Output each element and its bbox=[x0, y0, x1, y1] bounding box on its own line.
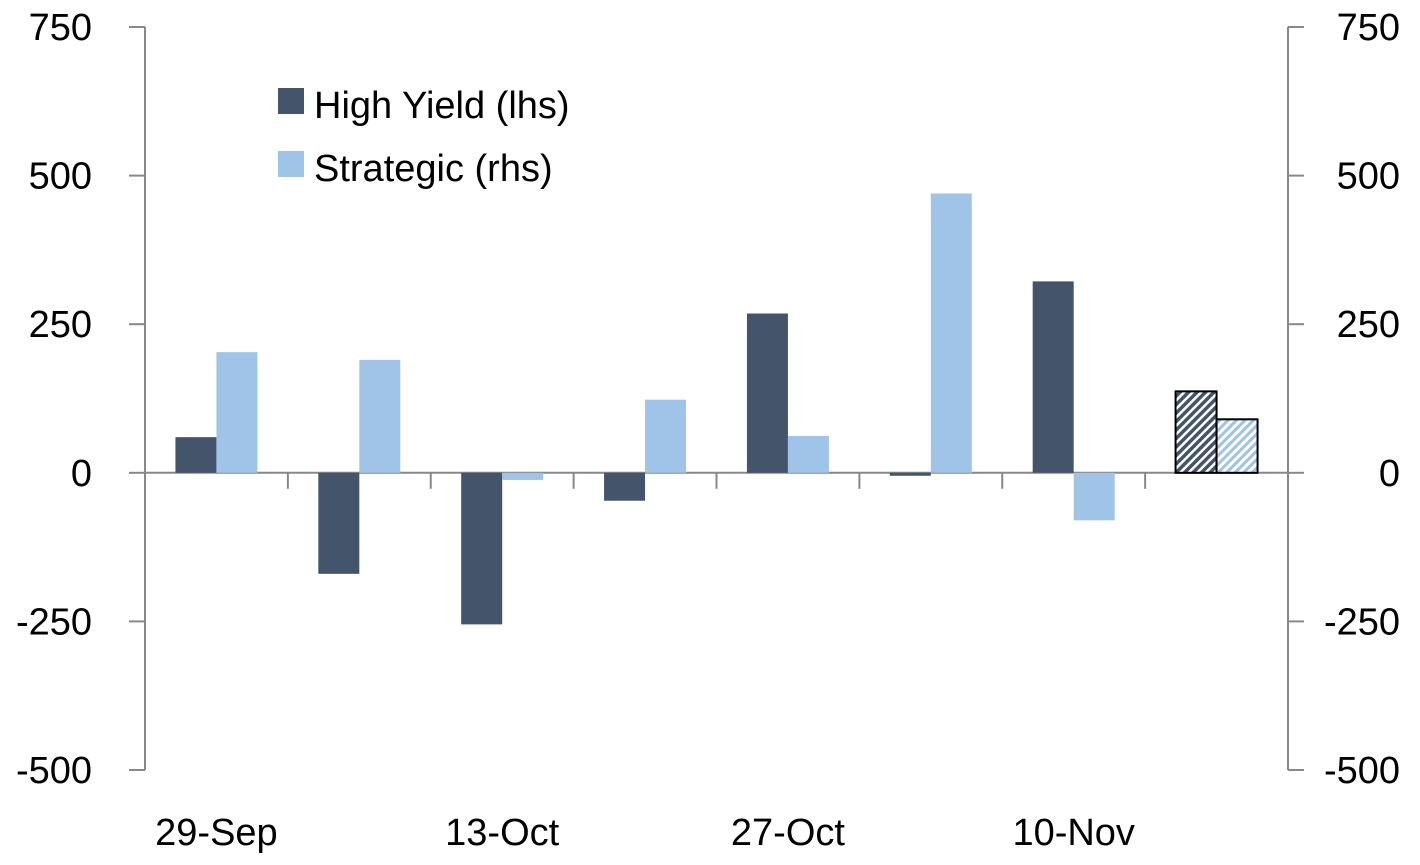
right-y-tick-label: 500 bbox=[1337, 156, 1400, 198]
axes bbox=[129, 26, 1304, 771]
bar-high-yield bbox=[746, 313, 788, 473]
x-tick-label: 27-Oct bbox=[731, 812, 845, 854]
bar-strategic bbox=[502, 472, 544, 480]
legend: High Yield (lhs) Strategic (rhs) bbox=[278, 85, 570, 190]
x-tick-label: 13-Oct bbox=[445, 812, 559, 854]
right-y-tick-label: 750 bbox=[1337, 7, 1400, 49]
bar-strategic bbox=[645, 399, 687, 473]
left-y-tick-label: -500 bbox=[16, 750, 92, 792]
left-y-tick-label: 0 bbox=[71, 453, 92, 495]
right-y-tick-label: 250 bbox=[1337, 304, 1400, 346]
legend-swatch-high-yield bbox=[278, 88, 304, 114]
bar-strategic bbox=[359, 359, 401, 473]
bar-strategic-estimate bbox=[1215, 418, 1259, 474]
right-y-tick-label: -250 bbox=[1324, 601, 1400, 643]
right-y-tick-label: 0 bbox=[1379, 453, 1400, 495]
bar-high-yield-estimate bbox=[1174, 390, 1218, 474]
x-tick-label: 29-Sep bbox=[155, 812, 278, 854]
bar-high-yield bbox=[1032, 281, 1074, 473]
left-y-tick-label: 250 bbox=[29, 304, 92, 346]
legend-label-strategic: Strategic (rhs) bbox=[314, 148, 553, 190]
legend-swatch-strategic bbox=[278, 151, 304, 177]
bars bbox=[175, 193, 1259, 625]
bar-high-yield bbox=[318, 472, 360, 574]
left-y-tick-label: 750 bbox=[29, 7, 92, 49]
tick-labels: -500 -250 0 250 500 750 -500 -250 0 250 500 750 29-S… bbox=[16, 7, 1400, 854]
bar-strategic bbox=[1073, 472, 1115, 521]
left-y-tick-label: -250 bbox=[16, 601, 92, 643]
bar-high-yield bbox=[604, 472, 646, 501]
right-y-tick-label: -500 bbox=[1324, 750, 1400, 792]
left-y-tick-label: 500 bbox=[29, 156, 92, 198]
x-tick-label: 10-Nov bbox=[1012, 812, 1135, 854]
bar-high-yield bbox=[461, 472, 503, 625]
bar-high-yield bbox=[889, 472, 931, 476]
bar-strategic bbox=[216, 352, 258, 473]
bar-high-yield bbox=[175, 437, 217, 473]
legend-label-high-yield: High Yield (lhs) bbox=[314, 85, 570, 127]
bar-strategic bbox=[930, 193, 972, 473]
bar-strategic bbox=[787, 435, 829, 473]
